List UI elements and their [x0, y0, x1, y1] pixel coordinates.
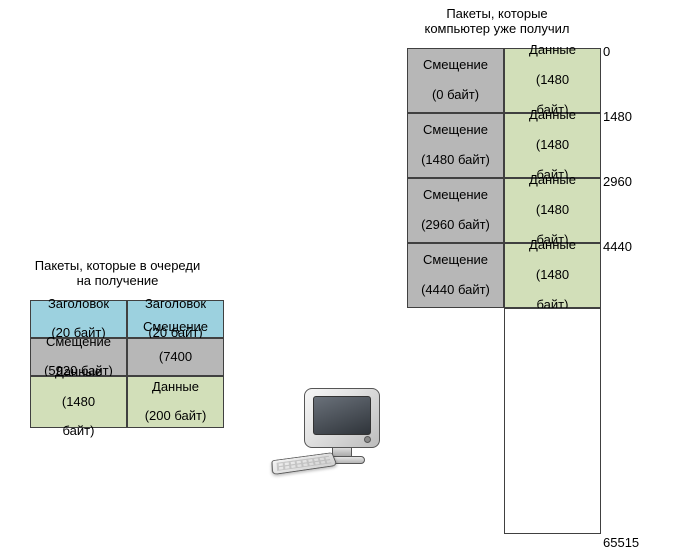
offset-mark: 65515	[603, 535, 639, 550]
offset-mark: 0	[603, 44, 610, 59]
received-cell-r1-c0: Смещение(1480 байт)	[407, 113, 504, 178]
received-cell-r3-c1: Данные(1480байт)	[504, 243, 601, 308]
power-button-icon	[364, 436, 371, 443]
received-cell-r2-c0: Смещение(2960 байт)	[407, 178, 504, 243]
buffer-remaining	[504, 308, 601, 534]
received-title-line2: компьютер уже получил	[424, 21, 569, 36]
queue-title-line1: Пакеты, которые в очереди	[35, 258, 200, 273]
received-cell-r2-c1: Данные(1480байт)	[504, 178, 601, 243]
queue-cell-r0-c0: Заголовок(20 байт)	[30, 300, 127, 338]
queue-cell-r2-c0: Данные(1480байт)	[30, 376, 127, 428]
received-title-line1: Пакеты, которые	[446, 6, 547, 21]
queue-cell-r1-c1: Смещение(7400байт)	[127, 338, 224, 376]
received-cell-r1-c1: Данные(1480байт)	[504, 113, 601, 178]
offset-mark: 4440	[603, 239, 632, 254]
queue-cell-r2-c1: Данные(200 байт)	[127, 376, 224, 428]
offset-mark: 2960	[603, 174, 632, 189]
received-cell-r0-c0: Смещение(0 байт)	[407, 48, 504, 113]
computer-icon	[304, 388, 380, 464]
received-cell-r3-c0: Смещение(4440 байт)	[407, 243, 504, 308]
queue-title: Пакеты, которые в очереди на получение	[10, 258, 225, 292]
received-cell-r0-c1: Данные(1480байт)	[504, 48, 601, 113]
received-title: Пакеты, которые компьютер уже получил	[392, 6, 602, 40]
monitor-icon	[304, 388, 380, 448]
offset-mark: 1480	[603, 109, 632, 124]
queue-title-line2: на получение	[77, 273, 159, 288]
keyboard-icon	[271, 452, 337, 475]
screen-icon	[313, 396, 371, 435]
